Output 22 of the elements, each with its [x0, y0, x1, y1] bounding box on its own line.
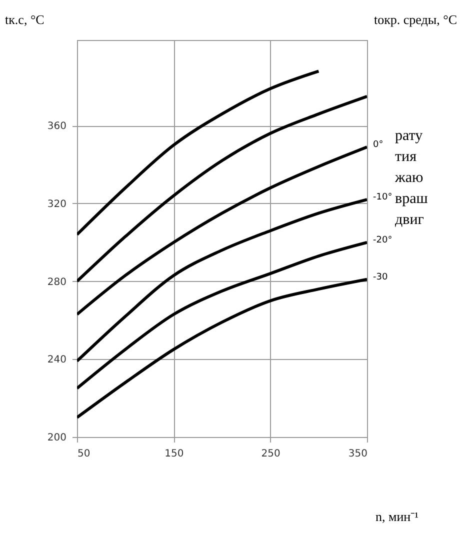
text: двиг — [395, 212, 424, 228]
y-tick-label: 240 — [47, 354, 66, 366]
x-tick-label: 350 — [348, 448, 368, 460]
text: враш — [395, 191, 428, 207]
y-tick-label: 320 — [47, 198, 66, 210]
text: тия — [395, 149, 417, 165]
x-axis-title: n, мин⁻¹ — [375, 509, 419, 524]
y-tick-label: 360 — [47, 121, 66, 132]
x-tick-label: 50 — [78, 448, 90, 460]
y-axis-title: tк.с, °C — [5, 12, 44, 27]
y-tick-label: 280 — [47, 276, 66, 288]
x-tick-label: 150 — [164, 448, 184, 460]
x-tick-label: 250 — [261, 448, 280, 460]
text: рату — [395, 128, 424, 144]
series-label: -30 — [373, 272, 388, 282]
series-label: 0° — [373, 140, 384, 150]
legend-title: tокр. среды, °C — [374, 12, 457, 27]
series-label: -20° — [373, 235, 392, 246]
text: жаю — [394, 170, 424, 186]
line-series — [77, 70, 320, 236]
y-tick-label: 200 — [47, 432, 66, 444]
series-label: -10° — [373, 192, 392, 203]
